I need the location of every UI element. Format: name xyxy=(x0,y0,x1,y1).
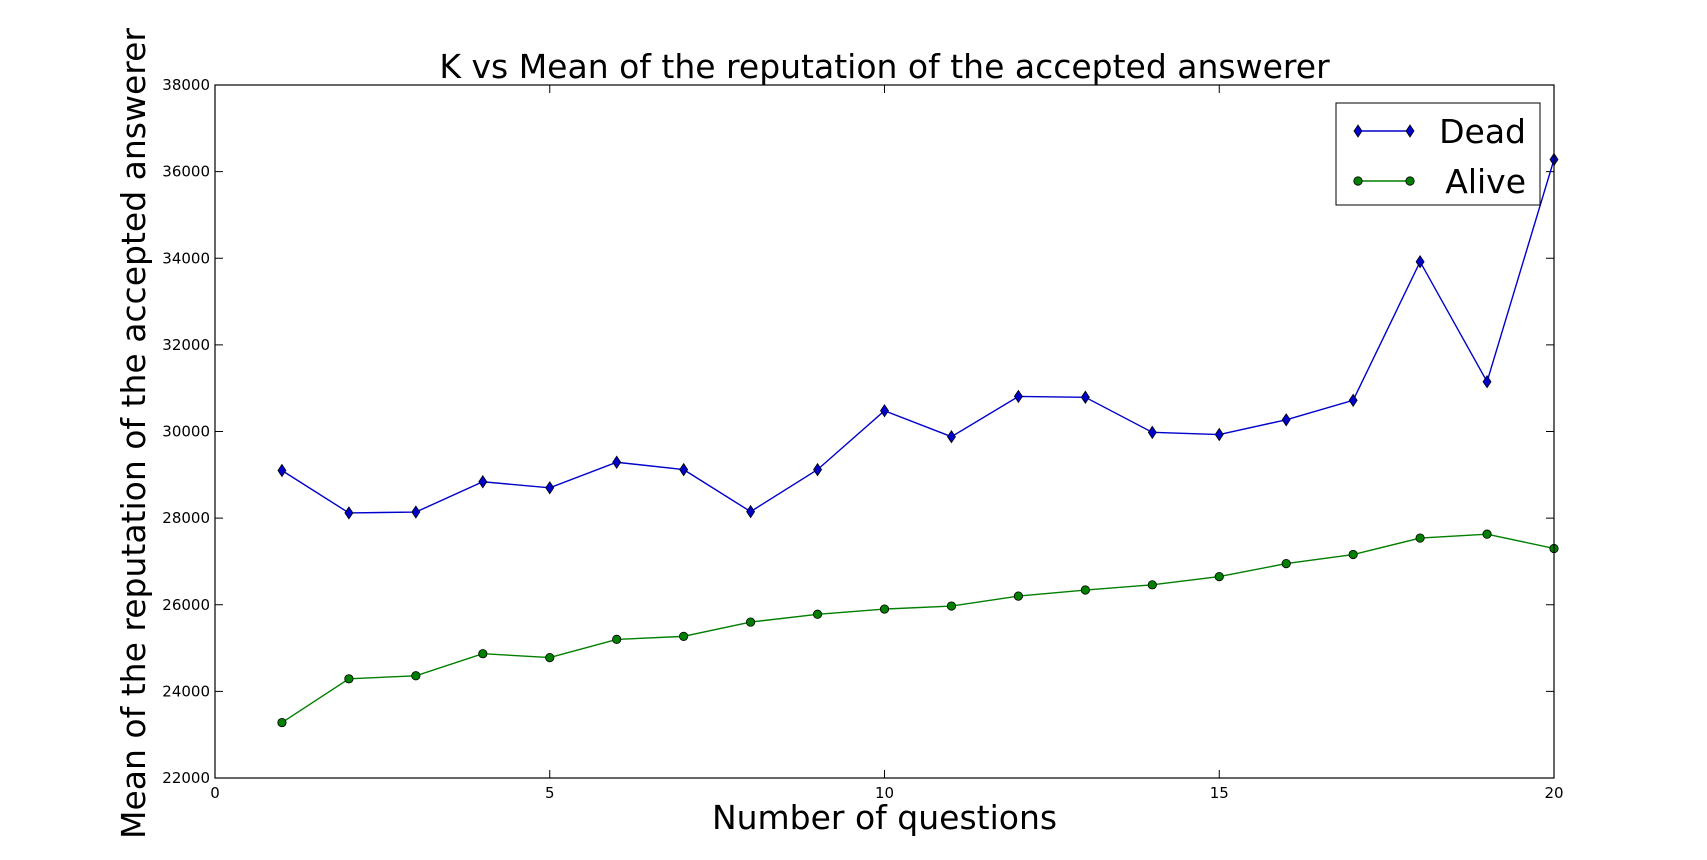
series-line-dead xyxy=(281,159,1555,514)
data-point-dead xyxy=(1415,254,1425,269)
data-point-alive xyxy=(679,631,689,641)
data-point-alive xyxy=(1147,580,1157,590)
data-point-alive xyxy=(812,609,823,619)
data-point-dead xyxy=(746,504,756,519)
x-axis-label: Number of questions xyxy=(712,798,1057,837)
y-axis-label: Mean of the reputation of the accepted a… xyxy=(114,28,153,839)
data-point-alive xyxy=(1281,559,1291,569)
data-point-alive xyxy=(745,617,756,627)
data-point-alive xyxy=(545,652,555,663)
data-point-alive xyxy=(478,649,488,659)
y-tick-label: 32000 xyxy=(162,336,210,354)
x-tick-label: 10 xyxy=(875,784,894,802)
x-tick-label: 20 xyxy=(1544,784,1563,802)
x-tick-label: 5 xyxy=(545,784,555,802)
y-tick-label: 36000 xyxy=(162,163,210,181)
data-point-dead xyxy=(1281,413,1291,427)
data-point-dead xyxy=(880,403,889,418)
y-tick-label: 28000 xyxy=(162,509,210,527)
data-point-dead xyxy=(1214,427,1224,442)
data-point-alive xyxy=(411,671,421,681)
data-point-alive xyxy=(879,604,890,614)
data-point-alive xyxy=(612,634,622,645)
chart-title: K vs Mean of the reputation of the accep… xyxy=(439,47,1330,86)
data-point-alive xyxy=(1482,529,1492,539)
data-point-alive xyxy=(946,601,957,611)
data-point-dead xyxy=(612,455,622,469)
data-point-dead xyxy=(411,505,421,519)
legend-marker-dead xyxy=(1353,124,1363,138)
data-point-alive xyxy=(1348,549,1358,560)
data-point-alive xyxy=(344,674,354,684)
y-tick-label: 34000 xyxy=(162,249,210,267)
data-point-dead xyxy=(478,475,488,489)
data-point-dead xyxy=(679,462,689,477)
data-point-dead xyxy=(277,463,287,478)
data-point-alive xyxy=(1415,533,1425,543)
legend-marker-alive xyxy=(1405,176,1415,186)
data-point-dead xyxy=(813,462,823,477)
legend-label-alive: Alive xyxy=(1445,162,1526,201)
legend-marker-dead xyxy=(1405,124,1415,138)
plot-frame xyxy=(214,84,1555,779)
y-tick-label: 22000 xyxy=(162,769,210,787)
series-line-alive xyxy=(281,533,1555,724)
data-point-dead xyxy=(1080,390,1090,405)
y-tick-label: 24000 xyxy=(162,682,210,700)
legend-box xyxy=(1335,102,1541,206)
data-point-dead xyxy=(344,506,354,520)
x-tick-label: 0 xyxy=(210,784,220,802)
data-point-dead xyxy=(1348,393,1358,408)
legend-label-dead: Dead xyxy=(1439,112,1526,151)
y-tick-label: 38000 xyxy=(162,76,210,94)
data-point-dead xyxy=(545,481,555,495)
y-tick-label: 30000 xyxy=(162,423,210,441)
data-point-dead xyxy=(1482,374,1492,389)
data-point-alive xyxy=(1013,591,1024,601)
data-point-alive xyxy=(1080,585,1090,595)
data-point-dead xyxy=(1147,425,1157,440)
data-point-dead xyxy=(946,429,956,444)
x-tick-label: 15 xyxy=(1210,784,1229,802)
y-tick-label: 26000 xyxy=(162,596,210,614)
data-point-alive xyxy=(1214,571,1224,582)
data-point-alive xyxy=(277,717,287,728)
legend-marker-alive xyxy=(1353,176,1363,186)
data-point-dead xyxy=(1013,389,1023,404)
